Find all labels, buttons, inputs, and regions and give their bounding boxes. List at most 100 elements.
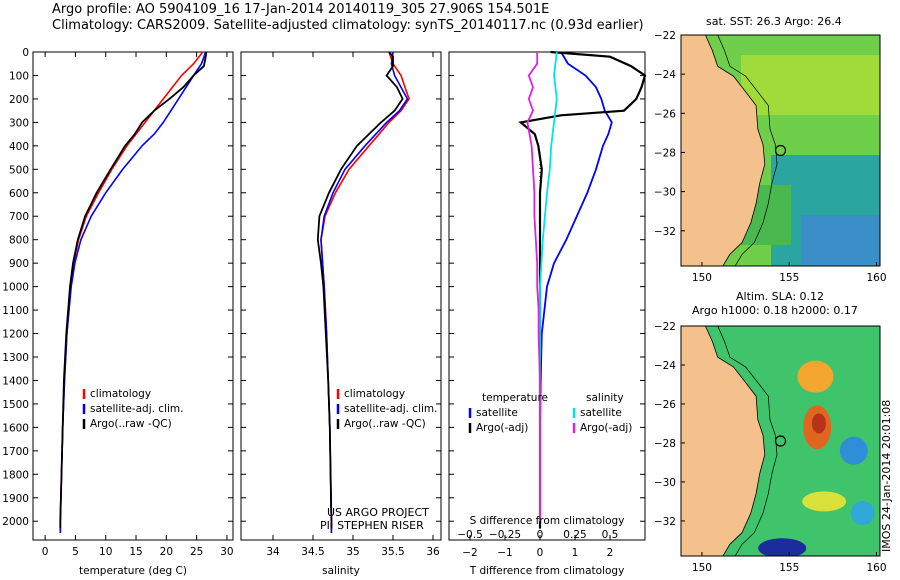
sla-core [811, 413, 826, 434]
project-pi: PI: STEPHEN RISER [320, 519, 424, 532]
profile-panel-3 [448, 50, 647, 541]
x-tick-label: 2 [607, 547, 614, 559]
map-x-tick-label: 160 [866, 562, 886, 574]
sla-low-3 [850, 501, 875, 526]
map-y-tick-label: −32 [654, 226, 676, 238]
legend-label: climatology [344, 388, 405, 400]
map-y-tick-label: −22 [654, 321, 676, 333]
map-y-tick-label: −24 [654, 69, 676, 81]
panel-frame [32, 51, 234, 541]
map-content [681, 35, 880, 266]
x-axis-label: salinity [322, 565, 360, 577]
sla-map-title-line2: Argo h1000: 0.18 h2000: 0.17 [692, 304, 858, 317]
y-tick-label: 100 [9, 70, 29, 82]
y-tick-label: 900 [9, 258, 29, 270]
x-tick-label: 0 [42, 546, 49, 558]
x-tick-label: 10 [99, 546, 112, 558]
legend-label: satellite-adj. clim. [90, 403, 183, 415]
land-mass [681, 35, 766, 266]
legend-label: Argo(-adj) [476, 422, 528, 434]
map-y-tick-label: −30 [654, 477, 676, 489]
map-x-tick-label: 155 [779, 562, 799, 574]
y-tick-label: 1100 [2, 305, 29, 317]
sla-map [680, 325, 881, 557]
series-line-magenta [526, 52, 541, 522]
legend-label: satellite [476, 407, 518, 419]
x-tick-label-top: −0.25 [489, 529, 521, 541]
map-frame [680, 34, 881, 267]
series-line-black [316, 51, 404, 529]
legend-label: satellite-adj. clim. [344, 403, 437, 415]
profile-panel-2 [240, 51, 442, 541]
legend-label: climatology [90, 388, 151, 400]
series-line-red [59, 51, 204, 533]
series-line-blue [320, 51, 409, 533]
y-tick-label: 1500 [2, 399, 29, 411]
argo-position-marker [774, 435, 787, 447]
legend-label: satellite [580, 407, 622, 419]
x-axis-label: T difference from climatology [469, 565, 625, 577]
x-tick-label: 30 [220, 546, 233, 558]
series-line-blue [539, 51, 613, 522]
figure-title-line2: Climatology: CARS2009. Satellite-adjuste… [52, 18, 644, 33]
series-line-black [59, 51, 208, 529]
x-tick-label: −2 [462, 547, 477, 559]
map-content [681, 326, 880, 556]
x-tick-label-top: −0.5 [457, 529, 483, 541]
depth-contour [717, 326, 778, 556]
map-x-tick-label: 155 [779, 272, 799, 284]
y-tick-label: 1600 [2, 422, 29, 434]
x-tick-label: 36 [426, 546, 440, 558]
x-tick-label-top: 0 [537, 529, 544, 541]
legend-label: Argo(..raw -QC) [90, 418, 172, 430]
map-y-tick-label: −22 [654, 30, 676, 42]
depth-contour [717, 35, 778, 266]
x-tick-label: 20 [160, 546, 173, 558]
y-tick-label: 500 [9, 164, 29, 176]
legend-label: Argo(..raw -QC) [344, 418, 426, 430]
x-tick-label: 35 [346, 546, 359, 558]
legend-label: Argo(-adj) [580, 422, 632, 434]
y-tick-label: 700 [9, 211, 29, 223]
sst-warm-zone [741, 55, 880, 115]
legend-heading: temperature [482, 392, 548, 404]
series-line-blue [59, 51, 207, 533]
legend-heading: salinity [586, 392, 624, 404]
argo-position-marker [774, 144, 787, 157]
y-tick-label: 1900 [2, 493, 29, 505]
panel-frame [240, 51, 442, 541]
x-tick-label: 34 [266, 546, 280, 558]
x-axis-label-top: S difference from climatology [470, 515, 625, 527]
profile-panel-1 [32, 51, 234, 541]
map-x-tick-label: 150 [692, 272, 712, 284]
sla-high-1 [797, 360, 834, 393]
map-y-tick-label: −30 [654, 187, 676, 199]
map-frame [680, 325, 881, 557]
y-tick-label: 1400 [2, 375, 29, 387]
sst-map-title: sat. SST: 26.3 Argo: 26.4 [706, 15, 842, 28]
y-tick-label: 600 [9, 188, 29, 200]
x-tick-label: 25 [190, 546, 203, 558]
sla-low-1 [839, 436, 868, 465]
x-tick-label: −1 [497, 547, 512, 559]
figure-title-line1: Argo profile: AO 5904109_16 17-Jan-2014 … [52, 2, 550, 17]
x-tick-label: 35.5 [381, 546, 404, 558]
x-tick-label-top: 0.25 [563, 529, 586, 541]
y-tick-label: 200 [9, 94, 29, 106]
map-y-tick-label: −26 [654, 399, 676, 411]
sst-map [680, 34, 881, 267]
map-y-tick-label: −26 [654, 108, 676, 120]
sla-map-title-line1: Altim. SLA: 0.12 [736, 290, 825, 303]
series-line-cyan [539, 51, 558, 522]
x-tick-label: 1 [572, 547, 579, 559]
panel-frame [448, 51, 646, 541]
series-line-red [320, 51, 410, 533]
sla-low-2 [758, 538, 807, 556]
y-tick-label: 2000 [2, 516, 29, 528]
x-tick-label: 15 [129, 546, 142, 558]
x-tick-label: 0 [537, 547, 544, 559]
land-mass [681, 326, 766, 556]
x-axis-label: temperature (deg C) [79, 565, 187, 577]
project-name: US ARGO PROJECT [327, 506, 429, 519]
